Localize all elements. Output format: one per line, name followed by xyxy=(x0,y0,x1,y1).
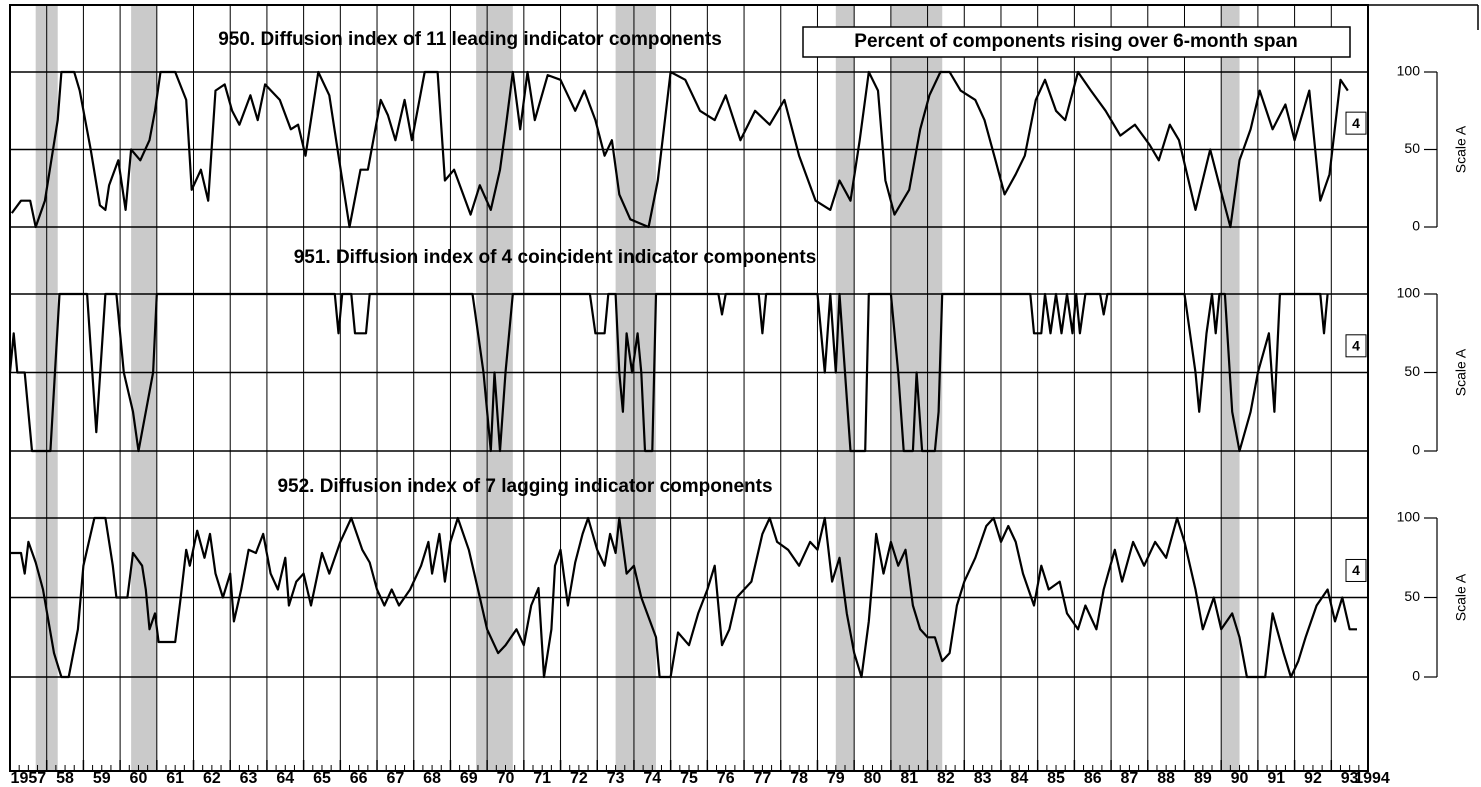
box-label: 4 xyxy=(1352,338,1360,354)
grid-layer xyxy=(9,5,1438,771)
x-tick-label: 92 xyxy=(1304,770,1322,787)
marks-layer: 1957 58 59 60 61 62 63 64 65 66 67 68 69 70 71 72 73 74 75… xyxy=(8,29,1469,787)
x-tick-label: 80 xyxy=(864,770,882,787)
box-label: 4 xyxy=(1352,562,1360,578)
x-tick-label: 83 xyxy=(974,770,992,787)
x-tick-label: 64 xyxy=(276,770,294,787)
x-tick-label: 58 xyxy=(56,770,74,787)
plot-frame xyxy=(9,4,1369,772)
y-tick-label: 0 xyxy=(1412,442,1420,458)
y-axis-label: Scale A xyxy=(1453,125,1469,173)
recession-shading xyxy=(615,5,656,771)
x-tick-label: 67 xyxy=(386,770,404,787)
x-tick-label: 72 xyxy=(570,770,588,787)
x-tick-label: 71 xyxy=(533,770,551,787)
panel-title: 951. Diffusion index of 4 coincident ind… xyxy=(294,247,817,268)
x-tick-label: 59 xyxy=(93,770,111,787)
x-tick-label: 91 xyxy=(1267,770,1285,787)
x-tick-label: 65 xyxy=(313,770,331,787)
x-tick-label: 76 xyxy=(717,770,735,787)
y-tick-label: 50 xyxy=(1404,588,1420,604)
x-tick-label: 1957 xyxy=(11,770,47,787)
x-tick-label: 61 xyxy=(166,770,184,787)
shading-layer xyxy=(35,5,1240,771)
index-line xyxy=(8,292,1329,453)
x-tick-label: 66 xyxy=(350,770,368,787)
x-tick-label: 89 xyxy=(1194,770,1212,787)
x-tick-label: 79 xyxy=(827,770,845,787)
box-label: 4 xyxy=(1352,115,1360,131)
x-tick-label: 81 xyxy=(900,770,918,787)
annotation: Percent of components rising over 6-mont… xyxy=(854,31,1297,52)
index-line xyxy=(10,516,1357,679)
x-tick-label: 69 xyxy=(460,770,478,787)
x-tick-label: 85 xyxy=(1047,770,1065,787)
x-tick-label: 75 xyxy=(680,770,698,787)
box-label-frame xyxy=(1345,111,1367,135)
box-label-frame xyxy=(1345,334,1367,358)
x-tick-label: 88 xyxy=(1157,770,1175,787)
recession-shading xyxy=(131,5,157,771)
annotation-box xyxy=(802,26,1351,58)
x-tick-label: 1994 xyxy=(1354,770,1390,787)
index-line xyxy=(10,70,1349,229)
y-tick-label: 0 xyxy=(1412,218,1420,234)
y-tick-label: 50 xyxy=(1404,140,1420,156)
panel-title: 952. Diffusion index of 7 lagging indica… xyxy=(277,476,772,497)
x-tick-label: 78 xyxy=(790,770,808,787)
x-tick-label: 82 xyxy=(937,770,955,787)
x-tick-label: 86 xyxy=(1084,770,1102,787)
y-tick-label: 100 xyxy=(1397,63,1421,79)
x-tick-label: 84 xyxy=(1010,770,1028,787)
x-tick-label: 73 xyxy=(607,770,625,787)
x-tick-label: 77 xyxy=(754,770,772,787)
y-tick-label: 100 xyxy=(1397,509,1421,525)
x-tick-label: 93 xyxy=(1341,770,1359,787)
x-tick-label: 70 xyxy=(497,770,515,787)
y-tick-label: 0 xyxy=(1412,668,1420,684)
y-tick-label: 50 xyxy=(1404,363,1420,379)
panel-title: 950. Diffusion index of 11 leading indic… xyxy=(218,29,722,50)
x-tick-label: 87 xyxy=(1121,770,1139,787)
y-tick-label: 100 xyxy=(1397,285,1421,301)
x-tick-label: 60 xyxy=(130,770,148,787)
x-tick-label: 63 xyxy=(240,770,258,787)
x-tick-label: 90 xyxy=(1231,770,1249,787)
y-axis-label: Scale A xyxy=(1453,348,1469,396)
x-tick-label: 68 xyxy=(423,770,441,787)
y-axis-label: Scale A xyxy=(1453,573,1469,621)
x-tick-label: 74 xyxy=(643,770,661,787)
x-tick-label: 62 xyxy=(203,770,221,787)
box-label-frame xyxy=(1345,558,1367,582)
